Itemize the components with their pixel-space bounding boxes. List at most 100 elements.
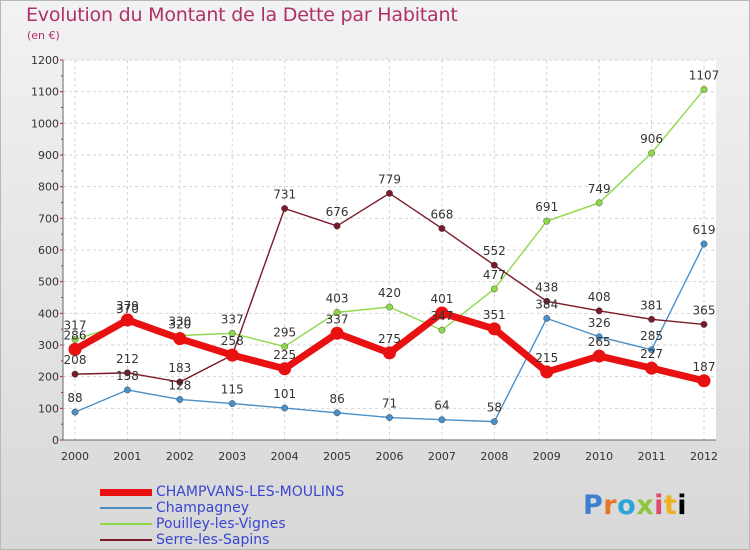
data-point <box>648 149 655 157</box>
x-tick-label: 2005 <box>323 450 351 463</box>
data-label: 330 <box>168 315 191 329</box>
data-label: 384 <box>535 297 558 311</box>
x-tick-label: 2012 <box>690 450 718 463</box>
data-label: 208 <box>64 353 87 367</box>
data-point <box>383 346 396 360</box>
data-label: 379 <box>116 299 139 313</box>
data-label: 347 <box>430 309 453 323</box>
data-label: 285 <box>640 329 663 343</box>
data-point <box>595 199 603 207</box>
data-label: 381 <box>640 298 663 312</box>
data-label: 779 <box>378 172 401 186</box>
data-point <box>278 362 292 376</box>
data-point <box>68 342 82 356</box>
data-point <box>490 418 498 426</box>
data-label: 64 <box>434 399 449 413</box>
chart-title: Evolution du Montant de la Dette par Hab… <box>26 4 458 26</box>
data-label: 749 <box>588 182 611 196</box>
y-tick-label: 700 <box>38 212 59 225</box>
data-point <box>124 369 131 377</box>
x-tick-label: 2001 <box>113 450 141 463</box>
data-point <box>645 361 659 375</box>
y-tick-label: 900 <box>38 149 59 162</box>
y-tick-label: 100 <box>38 402 59 415</box>
data-label: 420 <box>378 286 401 300</box>
data-point <box>386 189 393 197</box>
y-tick-label: 1200 <box>31 54 59 67</box>
data-point <box>225 348 239 362</box>
x-tick-label: 2006 <box>376 450 404 463</box>
data-label: 1107 <box>689 68 720 82</box>
legend-label: CHAMPVANS-LES-MOULINS <box>156 484 345 500</box>
x-tick-label: 2010 <box>585 450 613 463</box>
data-label: 370 <box>116 302 139 316</box>
data-point <box>438 326 446 334</box>
data-label: 401 <box>430 292 453 306</box>
data-point <box>228 400 236 407</box>
y-tick-label: 1000 <box>31 117 59 130</box>
proxiti-logo: Proxiti <box>583 490 688 521</box>
y-tick-label: 500 <box>38 276 59 289</box>
data-label: 320 <box>168 318 191 332</box>
data-label: 71 <box>382 397 397 411</box>
data-label: 128 <box>168 378 191 392</box>
data-label: 552 <box>483 244 506 258</box>
data-label: 115 <box>221 383 244 397</box>
data-point <box>487 322 501 336</box>
data-label: 337 <box>326 312 349 326</box>
y-tick-label: 1100 <box>31 86 59 99</box>
data-label: 438 <box>535 280 558 294</box>
data-label: 286 <box>64 328 87 342</box>
data-point <box>176 378 184 386</box>
legend-label: Pouilley-les-Vignes <box>156 516 286 532</box>
data-point <box>333 409 341 417</box>
data-label: 86 <box>329 392 344 406</box>
data-point <box>120 313 134 327</box>
legend-label: Serre-les-Sapins <box>156 532 270 548</box>
data-label: 477 <box>483 268 506 282</box>
data-label: 317 <box>64 319 87 333</box>
data-label: 212 <box>116 352 139 366</box>
data-label: 58 <box>487 401 502 415</box>
x-tick-label: 2008 <box>480 450 508 463</box>
data-point <box>595 333 603 341</box>
data-label: 265 <box>588 335 611 349</box>
data-point <box>595 307 603 315</box>
data-label: 258 <box>221 334 244 348</box>
y-tick-label: 400 <box>38 307 59 320</box>
data-label: 275 <box>378 332 401 346</box>
data-label: 906 <box>640 132 663 146</box>
data-point <box>435 306 449 320</box>
data-point <box>124 386 131 394</box>
data-point <box>490 285 498 293</box>
data-point <box>333 308 341 316</box>
data-point <box>281 404 289 412</box>
data-label: 227 <box>640 347 663 361</box>
data-label: 326 <box>588 316 611 330</box>
data-label: 691 <box>535 200 558 214</box>
legend-swatch <box>100 488 152 496</box>
y-tick-label: 800 <box>38 181 59 194</box>
data-point <box>71 336 79 344</box>
data-point <box>543 297 551 305</box>
data-point <box>333 222 341 230</box>
x-tick-label: 2009 <box>533 450 561 463</box>
y-tick-label: 200 <box>38 371 59 384</box>
data-point <box>543 314 551 322</box>
data-point <box>700 86 708 93</box>
legend-swatch <box>100 539 152 541</box>
data-point <box>438 416 446 424</box>
data-point <box>228 329 236 337</box>
data-point <box>71 370 79 378</box>
data-label: 158 <box>116 369 139 383</box>
y-tick-label: 600 <box>38 244 59 257</box>
data-label: 365 <box>693 303 716 317</box>
data-point <box>540 365 554 379</box>
data-point <box>176 396 184 403</box>
line-chart: 0 100 200 300 400 500 600 700 800 900 1000 1100 1200… <box>31 54 720 463</box>
data-point <box>648 315 655 323</box>
legend-swatch <box>100 507 152 509</box>
data-point <box>700 321 708 328</box>
data-label: 101 <box>273 387 296 401</box>
data-point <box>543 217 551 225</box>
